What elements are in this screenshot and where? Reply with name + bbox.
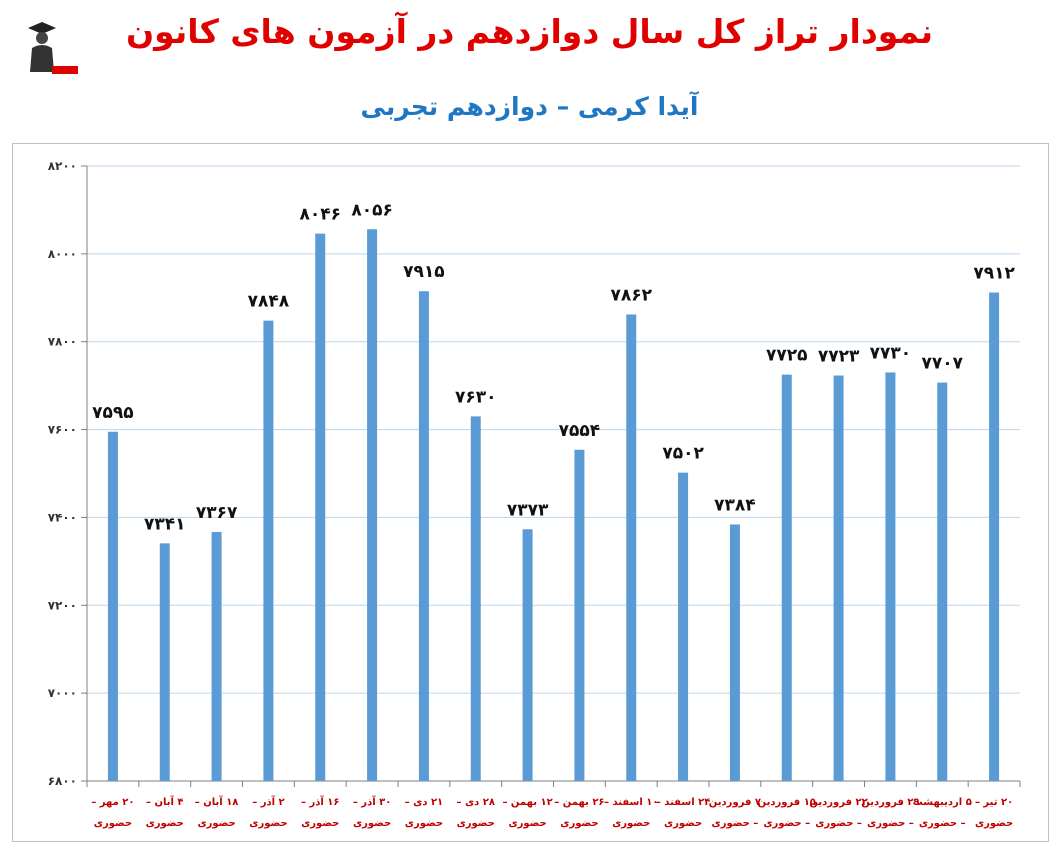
bar: [574, 449, 585, 781]
bar: [626, 314, 637, 781]
y-tick-label: ۷۶۰۰: [48, 423, 77, 437]
x-category-label: ۲ آذر –: [252, 795, 284, 808]
x-category-label: – حضوری: [919, 818, 966, 829]
bar-value-label: ۷۳۶۷: [196, 503, 238, 523]
bar-value-label: ۸۰۵۶: [351, 200, 393, 220]
bar-value-label: ۷۸۴۸: [248, 292, 290, 312]
bar: [729, 524, 740, 781]
x-category-label: ۱۵ فروردین: [758, 797, 816, 808]
bar: [211, 531, 222, 781]
y-tick-label: ۸۰۰۰: [48, 247, 77, 261]
bar-value-label: ۷۳۸۴: [714, 495, 756, 515]
x-category-label: حضوری: [353, 818, 391, 829]
bar: [833, 375, 844, 781]
chart-frame: [12, 143, 1049, 842]
bar-value-label: ۷۵۰۲: [662, 444, 704, 464]
graduate-figure-icon: [24, 16, 80, 74]
bar: [315, 233, 326, 781]
x-category-label: – حضوری: [815, 818, 862, 829]
x-category-label: ۳۰ آذر –: [353, 795, 392, 808]
bar-value-label: ۷۹۱۵: [403, 262, 445, 282]
chart-subtitle: آیدا کرمی – دوازدهم تجربی: [360, 92, 699, 121]
x-category-label: ۲۹ فروردین: [861, 797, 919, 808]
bar-value-label: ۷۷۲۵: [766, 346, 808, 366]
x-category-label: – حضوری: [867, 818, 914, 829]
chart-title: نمودار تراز کل سال دوازدهم در آزمون های …: [125, 12, 934, 51]
bar: [159, 543, 170, 781]
bar: [107, 431, 118, 781]
x-category-label: ۷ فروردین: [709, 797, 761, 808]
x-category-label: حضوری: [560, 818, 598, 829]
x-category-label: ۴ آبان –: [146, 795, 184, 808]
bar: [885, 372, 896, 781]
y-tick-label: ۷۸۰۰: [48, 335, 77, 349]
x-category-label: ۲۰ مهر –: [91, 797, 134, 808]
x-category-label: حضوری: [975, 818, 1013, 829]
x-category-label: ۵ اردیبهشت: [913, 797, 972, 808]
bar: [989, 292, 1000, 781]
y-tick-label: ۷۰۰۰: [48, 686, 77, 700]
bar-value-label: ۷۳۴۱: [144, 514, 186, 534]
bar: [470, 416, 481, 781]
bar: [937, 382, 948, 781]
bar: [367, 229, 378, 781]
x-category-label: حضوری: [197, 818, 235, 829]
bar-value-label: ۷۵۵۴: [559, 421, 601, 441]
x-category-label: ۲۸ دی –: [457, 797, 495, 808]
x-category-label: ۱۰ اسفند –: [604, 797, 659, 808]
bar: [522, 529, 533, 781]
x-category-label: ۲۱ دی –: [405, 797, 443, 808]
x-category-label: حضوری: [146, 818, 184, 829]
x-category-label: ۱۲ بهمن –: [502, 797, 552, 808]
bar-value-label: ۸۰۴۶: [299, 205, 341, 225]
x-category-label: حضوری: [457, 818, 495, 829]
bar-value-label: ۷۶۳۰: [455, 387, 497, 407]
bar-value-label: ۷۵۹۵: [92, 403, 134, 423]
bar-value-label: ۷۷۲۳: [818, 347, 860, 367]
y-tick-label: ۶۸۰۰: [48, 774, 77, 788]
bar-value-label: ۷۷۳۰: [870, 343, 912, 363]
x-category-label: ۲۰ تیر –: [975, 797, 1013, 808]
x-category-label: – حضوری: [763, 818, 810, 829]
x-category-label: حضوری: [301, 818, 339, 829]
x-category-label: حضوری: [664, 818, 702, 829]
x-category-label: حضوری: [612, 818, 650, 829]
x-category-label: ۲۶ بهمن –: [554, 797, 604, 808]
bar-value-label: ۷۸۶۲: [610, 285, 652, 305]
x-category-label: – حضوری: [712, 818, 759, 829]
bar-value-label: ۷۹۱۲: [973, 264, 1015, 284]
bar: [418, 291, 429, 781]
x-category-label: ۱۶ آذر –: [301, 795, 340, 808]
bar-value-label: ۷۳۷۳: [507, 500, 549, 520]
x-category-label: ۱۸ آبان –: [195, 795, 239, 808]
x-category-label: ۲۴ اسفند –: [656, 797, 711, 808]
x-category-label: حضوری: [405, 818, 443, 829]
x-category-label: حضوری: [94, 818, 132, 829]
x-category-label: حضوری: [508, 818, 546, 829]
kanoon-logo: [22, 14, 82, 76]
y-tick-label: ۷۴۰۰: [48, 510, 77, 524]
x-category-label: حضوری: [249, 818, 287, 829]
bar: [263, 320, 274, 781]
x-category-label: ۲۲ فروردین: [809, 797, 867, 808]
y-tick-label: ۷۲۰۰: [48, 598, 77, 612]
bar: [781, 374, 792, 781]
y-tick-label: ۸۲۰۰: [48, 159, 77, 173]
bar-value-label: ۷۷۰۷: [921, 354, 963, 374]
bar: [678, 472, 689, 781]
